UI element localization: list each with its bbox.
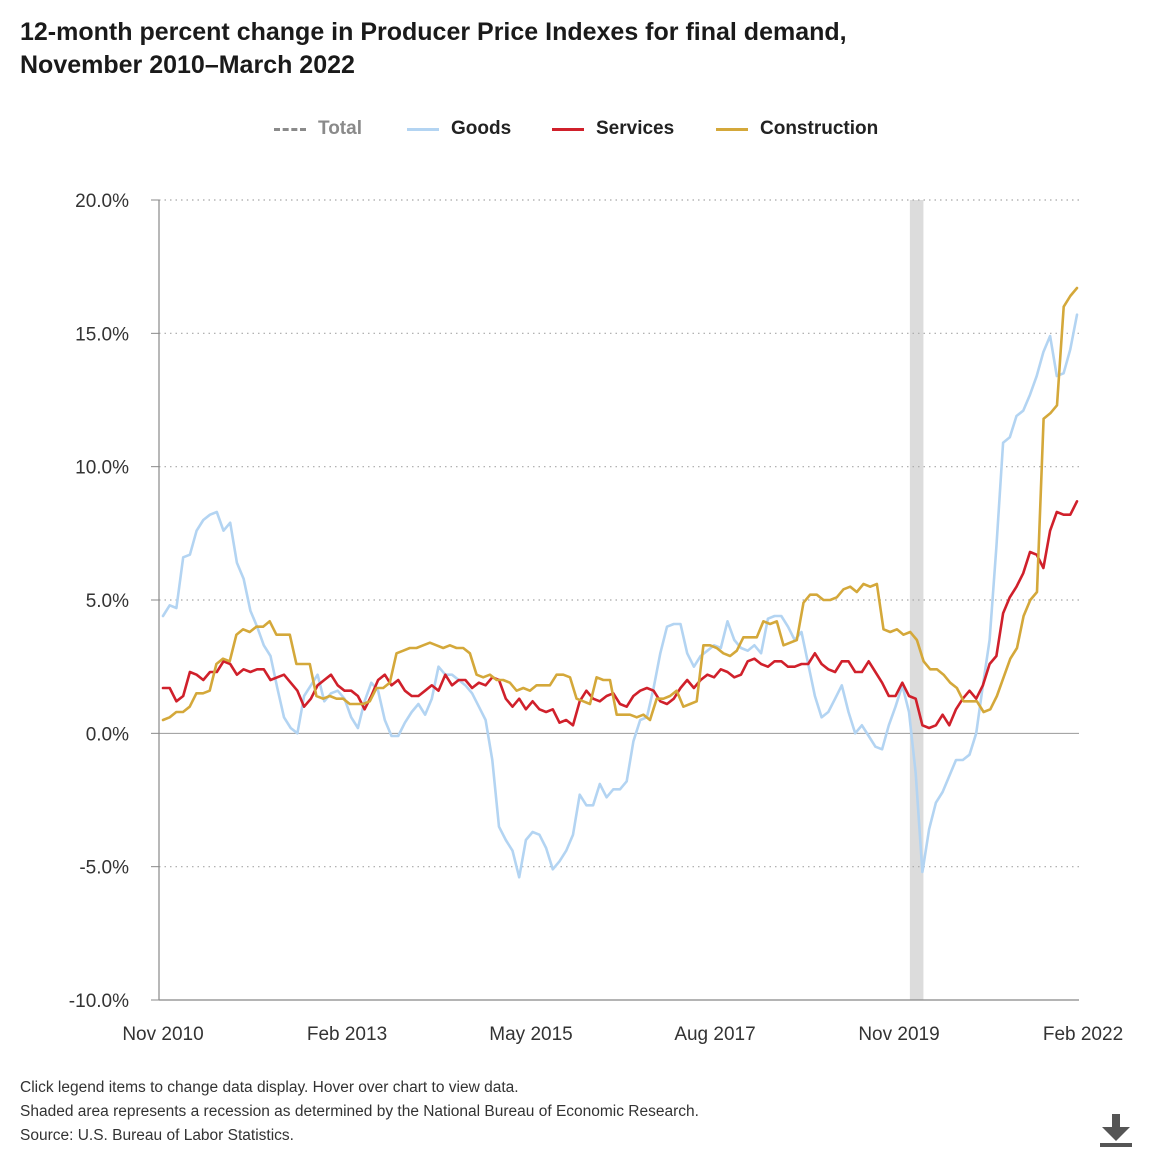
- legend-label-construction: Construction: [760, 118, 879, 139]
- legend-item-construction[interactable]: Construction: [716, 114, 878, 144]
- y-tick-label: 0.0%: [86, 724, 129, 745]
- chart-title: 12-month percent change in Producer Pric…: [20, 16, 1140, 82]
- x-tick-label: May 2015: [489, 1024, 572, 1045]
- chart-title-line-2: November 2010–March 2022: [20, 51, 355, 79]
- y-tick-label: -10.0%: [69, 991, 129, 1012]
- x-tick-label: Nov 2010: [122, 1024, 203, 1045]
- note-interaction: Click legend items to change data displa…: [20, 1079, 519, 1096]
- legend-swatch-goods: [407, 127, 439, 131]
- chart-title-line-1: 12-month percent change in Producer Pric…: [20, 18, 847, 46]
- x-tick-label: Nov 2019: [858, 1024, 939, 1045]
- chart-notes: Click legend items to change data displa…: [20, 1076, 699, 1148]
- download-icon: [1100, 1114, 1132, 1147]
- legend-swatch-total: [274, 127, 306, 131]
- series-line-goods: [161, 313, 1079, 879]
- legend-label-goods: Goods: [451, 118, 512, 139]
- legend-swatch-services: [552, 127, 584, 131]
- legend-item-goods[interactable]: Goods: [407, 114, 511, 144]
- x-tick-label: Feb 2022: [1043, 1024, 1123, 1045]
- note-recession: Shaded area represents a recession as de…: [20, 1103, 699, 1120]
- y-tick-label: 10.0%: [75, 458, 129, 479]
- y-tick-label: 5.0%: [86, 591, 129, 612]
- legend-item-services[interactable]: Services: [552, 114, 674, 144]
- series-line-construction: [161, 286, 1079, 722]
- note-source: Source: U.S. Bureau of Labor Statistics.: [20, 1127, 294, 1144]
- recession-band: [909, 200, 924, 1000]
- series-line-services: [161, 499, 1079, 730]
- legend-label-services: Services: [596, 118, 675, 139]
- legend-swatch-construction: [716, 127, 748, 131]
- x-tick-label: Aug 2017: [674, 1024, 755, 1045]
- chart-plot[interactable]: 20.0% 15.0% 10.0% 5.0% 0.0% -5.0% -10.0% Nov 20…: [0, 0, 1160, 1070]
- y-tick-label: 15.0%: [75, 324, 129, 345]
- y-tick-label: -5.0%: [79, 858, 129, 879]
- x-tick-label: Feb 2013: [307, 1024, 387, 1045]
- chart-legend: Total Goods Services Construction: [0, 114, 1160, 144]
- legend-label-total: Total: [318, 118, 362, 139]
- legend-item-total[interactable]: Total: [274, 114, 362, 144]
- y-tick-label: 20.0%: [75, 191, 129, 212]
- download-button[interactable]: [1096, 1112, 1136, 1150]
